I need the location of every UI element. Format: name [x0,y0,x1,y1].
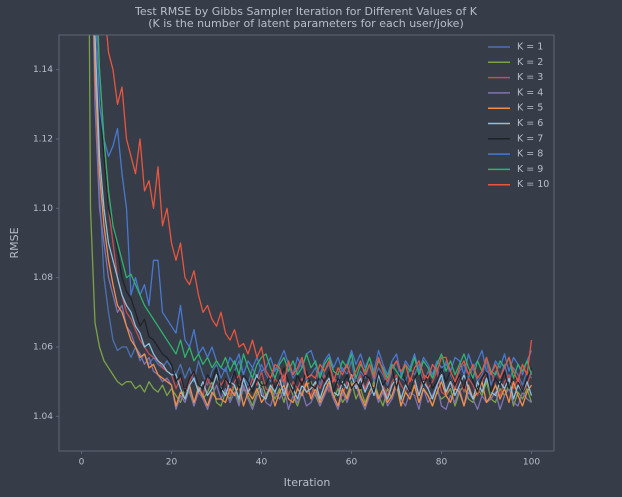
plot-lines [88,35,533,411]
y-tick-label: 1.06 [33,343,53,353]
series-line [93,35,532,411]
series-line [95,35,533,376]
legend-label: K = 1 [517,42,543,53]
x-tick-label: 0 [79,458,85,468]
legend-label: K = 9 [517,164,543,175]
x-tick-label: 80 [436,458,448,468]
series-line [97,35,533,397]
legend-label: K = 5 [517,103,543,114]
x-tick-label: 40 [256,458,268,468]
series-line [88,35,533,407]
legend-label: K = 3 [517,72,543,83]
plot-frame [58,34,555,452]
legend-label: K = 2 [517,57,543,68]
x-axis-label: Iteration [284,476,331,489]
series-line [97,35,533,379]
chart-subtitle: (K is the number of latent parameters fo… [148,17,464,30]
y-tick-label: 1.08 [33,273,53,283]
y-axis-label: RMSE [8,227,21,258]
legend-label: K = 8 [517,149,543,160]
chart-title: Test RMSE by Gibbs Sampler Iteration for… [134,5,478,18]
legend-label: K = 7 [517,133,543,144]
x-tick-label: 100 [523,458,540,468]
x-tick-label: 20 [166,458,178,468]
y-tick-label: 1.12 [33,135,53,145]
series-line [106,35,533,383]
legend-label: K = 6 [517,118,543,129]
y-tick-label: 1.14 [33,65,53,75]
legend-label: K = 4 [517,87,543,98]
series-line [95,35,533,393]
x-tick-label: 60 [346,458,358,468]
legend-label: K = 10 [517,179,549,190]
series-line [94,35,533,400]
y-tick-label: 1.10 [33,204,53,214]
y-tick-label: 1.04 [33,412,53,422]
